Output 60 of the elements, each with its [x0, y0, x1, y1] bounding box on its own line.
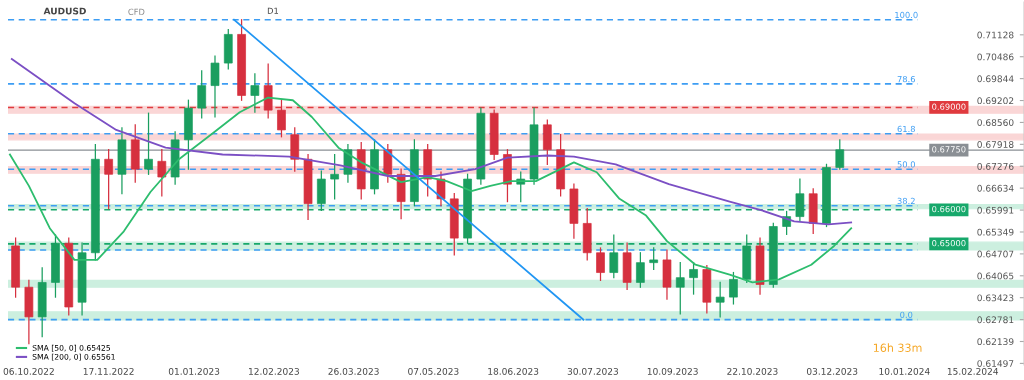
candlestick: [715, 281, 725, 318]
y-tick-label: 0.65991: [977, 206, 1014, 214]
candlestick: [675, 262, 685, 315]
y-tick-label: 0.68560: [977, 119, 1014, 126]
y-tick-label: 0.61497: [977, 360, 1014, 367]
ref-line-label: 0.66000: [932, 205, 966, 213]
annotation: CFD: [128, 8, 145, 15]
ref-line-label: 0.67750: [932, 146, 966, 153]
annotation: 61.8: [897, 125, 915, 133]
candlestick: [596, 247, 605, 282]
candlestick: [729, 271, 738, 305]
candlestick: [197, 70, 207, 119]
candlestick: [330, 153, 339, 200]
annotation: 100.0: [895, 11, 918, 19]
y-tick-label: 0.67918: [977, 141, 1014, 148]
x-tick-label: 22.10.2023: [727, 367, 778, 375]
x-tick-label: 03.12.2023: [806, 367, 858, 375]
y-tick-label: 0.64065: [977, 272, 1014, 280]
x-tick-label: 10.09.2023: [647, 367, 698, 375]
y-tick-label: 0.70486: [977, 53, 1014, 61]
x-tick-label: 15.02.2024: [947, 367, 999, 375]
ref-line-label: 0.65000: [932, 240, 966, 247]
annotation: 0.0: [900, 311, 913, 319]
y-tick-label: 0.62781: [977, 316, 1014, 324]
x-tick-label: 30.07.2023: [567, 367, 619, 375]
annotation: 38.2: [897, 197, 915, 205]
candlestick: [636, 252, 645, 288]
candlestick: [835, 139, 845, 170]
y-tick-label: 0.69202: [977, 97, 1014, 105]
annotation: 50.0: [897, 161, 915, 168]
line-series: [8, 96, 853, 284]
candlestick: [104, 149, 113, 210]
ref-line-label: 0.69000: [932, 103, 966, 110]
candlestick: [250, 73, 260, 113]
candlestick: [157, 149, 167, 197]
y-tick-label: 0.71128: [977, 31, 1014, 39]
y-tick-label: 0.63423: [977, 294, 1014, 302]
x-tick-label: 17.11.2022: [83, 367, 134, 375]
x-tick-label: 06.10.2022: [3, 367, 54, 375]
y-tick-label: 0.67276: [977, 162, 1014, 170]
y-tick-label: 0.64707: [977, 250, 1014, 258]
candlestick: [649, 247, 659, 271]
y-tick-label: 0.69844: [977, 75, 1014, 83]
x-tick-label: 26.03.2023: [328, 367, 379, 375]
x-tick-label: 07.05.2023: [408, 367, 459, 375]
line-series: [10, 58, 853, 226]
x-tick-label: 12.02.2023: [249, 367, 299, 375]
annotation: 78.6: [897, 75, 916, 83]
candlestick: [210, 55, 220, 118]
candlestick: [144, 112, 153, 175]
x-tick-label: 01.01.2023: [168, 367, 220, 375]
x-tick-label: 10.01.2024: [879, 367, 930, 375]
candlestick: [689, 262, 698, 295]
annotation: 16h 33m: [873, 343, 922, 352]
y-tick-label: 0.62139: [977, 338, 1014, 346]
chart-title: AUDUSD: [43, 7, 86, 15]
annotation: D1: [267, 7, 279, 14]
x-tick-label: 18.06.2023: [488, 367, 539, 375]
y-tick-label: 0.65349: [977, 228, 1014, 236]
y-tick-label: 0.66634: [977, 184, 1014, 192]
